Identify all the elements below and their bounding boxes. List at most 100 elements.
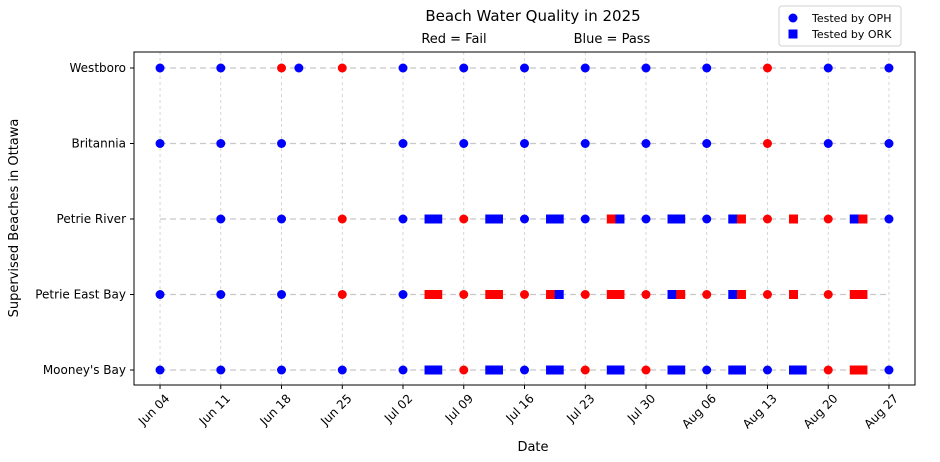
ork-fail-point: [849, 365, 859, 375]
ork-pass-point: [606, 365, 616, 375]
oph-fail-point: [823, 290, 833, 299]
ork-fail-point: [606, 214, 616, 224]
oph-pass-point: [884, 63, 894, 73]
ork-pass-point: [728, 365, 738, 375]
oph-fail-point: [641, 290, 651, 299]
oph-pass-point: [155, 290, 165, 299]
oph-fail-point: [823, 365, 833, 375]
x-tick-label: Jul 16: [503, 391, 537, 425]
x-tick-label: Aug 13: [740, 391, 780, 431]
ork-fail-point: [676, 290, 686, 299]
legend-label-ork: Tested by ORK: [811, 28, 892, 41]
legend: Tested by OPH Tested by ORK: [778, 5, 902, 47]
legend-label-oph: Tested by OPH: [811, 12, 891, 25]
ork-fail-point: [606, 290, 616, 299]
ork-pass-point: [485, 214, 495, 224]
oph-pass-point: [155, 139, 165, 148]
ork-pass-point: [615, 214, 625, 224]
x-tick-label: Jul 23: [563, 391, 597, 425]
oph-pass-point: [398, 214, 408, 224]
oph-pass-point: [580, 63, 590, 73]
ork-pass-point: [849, 214, 859, 224]
oph-pass-point: [702, 365, 712, 375]
oph-fail-point: [580, 290, 590, 299]
oph-pass-point: [823, 63, 833, 73]
x-tick-label: Aug 20: [801, 391, 841, 431]
oph-pass-point: [884, 365, 894, 375]
x-tick-label: Jun 18: [256, 391, 293, 428]
oph-pass-point: [277, 290, 287, 299]
ork-pass-point: [485, 365, 495, 375]
ork-fail-point: [858, 365, 868, 375]
oph-pass-point: [459, 139, 469, 148]
marker-layer: [155, 63, 894, 375]
ork-pass-point: [728, 290, 738, 299]
ork-pass-point: [554, 214, 564, 224]
ork-fail-point: [789, 290, 799, 299]
x-tick-label: Jun 11: [196, 391, 233, 428]
grid-layer: [159, 52, 890, 385]
ork-pass-point: [728, 214, 738, 224]
oph-pass-point: [520, 139, 529, 148]
ork-fail-point: [615, 290, 625, 299]
oph-pass-point: [398, 290, 408, 299]
ork-pass-point: [667, 214, 677, 224]
ork-pass-point: [546, 214, 556, 224]
oph-fail-point: [459, 214, 469, 224]
oph-fail-point: [762, 139, 772, 148]
y-tick-label: Petrie East Bay: [35, 288, 126, 302]
chart-title: Beach Water Quality in 2025: [425, 7, 640, 25]
ork-pass-point: [546, 365, 556, 375]
ork-fail-point: [424, 290, 434, 299]
oph-pass-point: [520, 63, 529, 73]
oph-pass-point: [277, 214, 287, 224]
oph-pass-point: [520, 365, 529, 375]
oph-fail-point: [762, 290, 772, 299]
oph-pass-point: [641, 63, 651, 73]
oph-fail-point: [337, 63, 347, 73]
oph-fail-point: [520, 290, 529, 299]
oph-pass-point: [216, 365, 226, 375]
legend-box: [778, 5, 902, 47]
ork-pass-point: [667, 290, 677, 299]
ork-pass-point: [676, 365, 686, 375]
ork-fail-point: [858, 214, 868, 224]
ork-fail-point: [736, 214, 746, 224]
ork-pass-point: [789, 365, 799, 375]
ork-pass-point: [736, 365, 746, 375]
oph-pass-point: [294, 63, 304, 73]
y-tick-label: Petrie River: [57, 212, 127, 226]
ork-pass-point: [433, 214, 443, 224]
oph-fail-point: [580, 365, 590, 375]
ork-fail-point: [849, 290, 859, 299]
ork-fail-point: [493, 290, 503, 299]
oph-pass-point: [337, 365, 347, 375]
ork-pass-point: [667, 365, 677, 375]
oph-pass-point: [459, 63, 469, 73]
oph-pass-point: [884, 214, 894, 224]
oph-pass-point: [155, 365, 165, 375]
oph-pass-point: [216, 214, 226, 224]
x-tick-label: Jun 04: [135, 391, 172, 428]
oph-fail-point: [337, 214, 347, 224]
oph-pass-point: [398, 365, 408, 375]
x-tick-label: Jul 02: [381, 391, 415, 425]
y-tick-label: Britannia: [72, 137, 126, 151]
oph-pass-point: [216, 139, 226, 148]
oph-pass-point: [277, 365, 287, 375]
ork-fail-point: [858, 290, 868, 299]
ork-pass-point: [615, 365, 625, 375]
oph-pass-point: [216, 290, 226, 299]
oph-pass-point: [762, 365, 772, 375]
ork-pass-point: [424, 365, 434, 375]
oph-pass-point: [641, 139, 651, 148]
oph-fail-point: [337, 290, 347, 299]
ork-pass-point: [676, 214, 686, 224]
x-tick-label: Jul 09: [442, 391, 476, 425]
ork-pass-point: [554, 290, 564, 299]
x-tick-label: Jul 30: [624, 391, 658, 425]
legend-circle-marker: [788, 13, 798, 23]
x-axis: Jun 04 Jun 11 Jun 18 Jun 25 Jul 02 Jul 09 Jul …: [135, 385, 901, 431]
oph-fail-point: [762, 63, 772, 73]
